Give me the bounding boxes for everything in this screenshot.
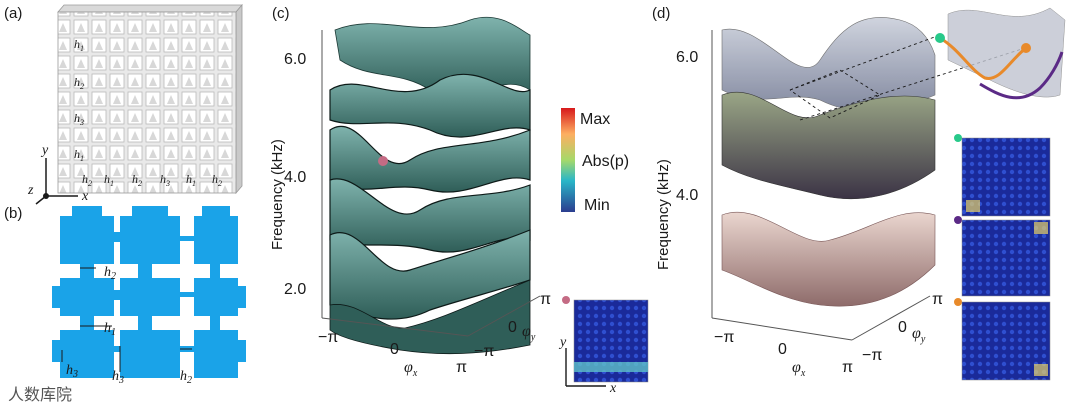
h-labels-left: h1 h2 h3 h1 [74, 37, 84, 163]
c-xlabel: φx [404, 359, 418, 379]
d-projection-lines [789, 34, 1026, 121]
panel-d-label: (d) [652, 5, 670, 22]
d-kytick-neg-pi: −π [862, 347, 882, 364]
svg-text:h2: h2 [132, 172, 142, 188]
d-inset-path-purple [979, 51, 1064, 100]
h2-dim-label-right: h2 [180, 369, 192, 386]
axes-origin-dot [43, 193, 49, 199]
d-inset-surface [947, 7, 1066, 98]
d-base-axes [711, 295, 931, 341]
d-ytick-4: 4.0 [676, 187, 698, 204]
c-kytick-neg-pi: −π [474, 343, 494, 360]
svg-text:h2: h2 [82, 172, 92, 188]
h1-dim-label: h1 [104, 321, 116, 338]
c-colorbar-min: Min [584, 197, 610, 214]
c-selected-point [378, 156, 388, 166]
panel-c-label: (c) [272, 5, 290, 22]
c-colorbar-max: Max [580, 111, 610, 128]
structure-side-face [235, 3, 243, 195]
d-field-hotspot-purple [1034, 222, 1048, 234]
axis-x-label-a: x [81, 189, 89, 204]
d-xtick-pi: π [842, 359, 853, 376]
d-xlabel: φx [792, 359, 806, 379]
d-kytick-pi: π [932, 291, 943, 308]
h-labels-bottom: h2 h1 h2 h3 h1 h2 [82, 172, 222, 188]
c-kytick-0: 0 [508, 319, 517, 336]
phononic-structure-block [57, 11, 237, 194]
structure-top-face [57, 4, 243, 13]
svg-text:h2: h2 [212, 172, 222, 188]
d-kylabel: φy [912, 325, 926, 345]
d-kytick-0: 0 [898, 319, 907, 336]
d-field-marker-green [954, 134, 962, 142]
c-ylabel: Frequency (kHz) [269, 139, 286, 250]
c-ytick-2: 2.0 [284, 281, 306, 298]
unit-cell-pattern [52, 206, 246, 378]
axis-z-label-a: z [27, 183, 34, 198]
panel-c: (c) Frequency (kHz) 6.0 4.0 2.0 −π 0 π φ… [269, 5, 649, 396]
c-inset-marker [562, 296, 570, 304]
svg-text:h1: h1 [104, 172, 114, 188]
h2-dim-label: h2 [104, 265, 116, 282]
c-inset-y: y [558, 335, 567, 350]
d-inset-path-orange [939, 36, 1027, 80]
c-colorbar-mid: Abs(p) [582, 153, 629, 170]
d-field-hotspot-green [966, 200, 980, 212]
panel-d: (d) Frequency (kHz) 6.0 4.0 −π 0 π φ [652, 5, 1066, 381]
d-inset-point-green [935, 33, 945, 43]
c-inset-hotspot [574, 362, 648, 372]
d-inset-point-orange [1021, 43, 1031, 53]
panel-b-label: (b) [4, 205, 22, 222]
c-xtick-pi: π [456, 359, 467, 376]
c-ytick-6: 6.0 [284, 51, 306, 68]
h3-label: h3 [74, 111, 84, 127]
d-band-surfaces [721, 17, 936, 307]
dimension-arrows-b [61, 267, 192, 372]
c-kytick-pi: π [540, 291, 551, 308]
axis-y-label-a: y [40, 143, 49, 158]
d-field-hotspot-orange [1034, 364, 1048, 376]
d-field-marker-purple [954, 216, 962, 224]
h1-label-2: h1 [74, 147, 84, 163]
c-inset-x: x [609, 381, 617, 396]
c-base-axes [321, 295, 541, 337]
d-xtick-neg-pi: −π [714, 329, 734, 346]
panel-a-label: (a) [4, 5, 22, 22]
svg-text:h1: h1 [186, 172, 196, 188]
c-ytick-4: 4.0 [284, 169, 306, 186]
c-inset-axes [565, 348, 606, 387]
c-band-surfaces [329, 16, 531, 355]
d-ylabel: Frequency (kHz) [655, 159, 672, 270]
d-ytick-6: 6.0 [676, 49, 698, 66]
c-colorbar [561, 108, 575, 212]
d-field-marker-orange [954, 298, 962, 306]
c-kylabel: φy [522, 323, 536, 343]
svg-text:h3: h3 [160, 172, 170, 188]
c-xtick-neg-pi: −π [318, 329, 338, 346]
panel-a: (a) h1 h2 h3 h1 h2 h1 h2 h3 h1 h2 y x [4, 3, 243, 205]
h1-label: h1 [74, 37, 84, 53]
c-xtick-0: 0 [390, 341, 399, 358]
panel-b: (b) h2 h1 h3 h3 h2 [4, 205, 246, 404]
h2-label: h2 [74, 75, 84, 91]
d-xtick-0: 0 [778, 341, 787, 358]
watermark: 人数库院 [8, 386, 72, 404]
